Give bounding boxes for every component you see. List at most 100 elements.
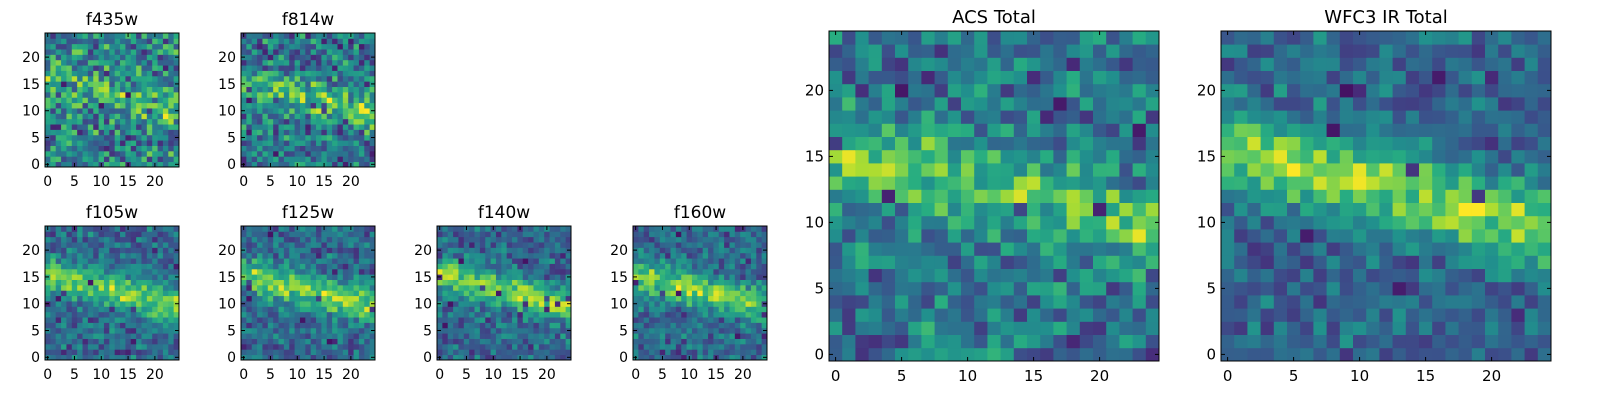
- heatmap-cell: [1066, 215, 1081, 230]
- heatmap-cell: [77, 242, 83, 248]
- heatmap-cell: [458, 301, 465, 307]
- heatmap-cell: [734, 268, 741, 275]
- heatmap-cell: [299, 247, 306, 254]
- heatmap-cell: [241, 140, 247, 146]
- heatmap-cell: [718, 252, 725, 259]
- heatmap-cell: [130, 161, 137, 168]
- heatmap-cell: [348, 349, 354, 356]
- heatmap-cell: [544, 301, 550, 307]
- heatmap-cell: [974, 295, 988, 309]
- heatmap-cell: [141, 306, 148, 313]
- heatmap-cell: [146, 54, 153, 61]
- heatmap-cell: [1234, 308, 1248, 322]
- heatmap-cell: [921, 295, 935, 309]
- heatmap-cell: [332, 97, 338, 104]
- heatmap-cell: [1132, 202, 1147, 217]
- heatmap-cell: [1313, 321, 1327, 335]
- heatmap-cell: [485, 252, 491, 259]
- heatmap-cell: [633, 290, 639, 297]
- heatmap-cell: [82, 327, 89, 334]
- heatmap-cell: [947, 334, 962, 349]
- heatmap-cell: [157, 295, 164, 302]
- heatmap-cell: [273, 156, 279, 163]
- heatmap-cell: [262, 118, 269, 125]
- heatmap-cell: [310, 59, 317, 66]
- heatmap-cell: [961, 242, 975, 256]
- heatmap-cell: [348, 70, 354, 77]
- heatmap-cell: [82, 338, 89, 345]
- heatmap-cell: [565, 295, 572, 302]
- heatmap-cell: [961, 70, 975, 85]
- heatmap-cell: [61, 124, 67, 130]
- heatmap-cell: [369, 156, 376, 163]
- heatmap-cell: [713, 333, 720, 339]
- heatmap-cell: [168, 70, 175, 77]
- heatmap-cell: [50, 113, 57, 120]
- axes-frame: [436, 225, 572, 361]
- heatmap-cell: [103, 231, 110, 238]
- heatmap-cell: [1392, 308, 1407, 322]
- y-tick-label: 0: [423, 350, 432, 366]
- heatmap-cell: [533, 226, 540, 232]
- heatmap-cell: [125, 118, 132, 125]
- heatmap-cell: [761, 284, 768, 291]
- heatmap-cell: [71, 242, 78, 248]
- heatmap-cell: [1066, 97, 1081, 111]
- heatmap-cell: [45, 91, 51, 98]
- heatmap-cell: [474, 327, 481, 334]
- heatmap-cell: [168, 33, 175, 39]
- heatmap-cell: [750, 226, 757, 232]
- heatmap-cell: [1145, 295, 1160, 309]
- heatmap-cell: [299, 38, 306, 45]
- heatmap-cell: [761, 306, 768, 313]
- heatmap-cell: [173, 279, 180, 286]
- heatmap-cell: [316, 247, 322, 254]
- heatmap-cell: [1079, 110, 1094, 124]
- heatmap-cell: [326, 54, 333, 61]
- heatmap-cell: [501, 290, 508, 297]
- heatmap-cell: [289, 33, 295, 39]
- heatmap-cell: [257, 258, 263, 264]
- heatmap-cell: [947, 44, 962, 58]
- heatmap-cell: [1471, 268, 1486, 283]
- heatmap-cell: [152, 311, 158, 318]
- heatmap-cell: [724, 226, 730, 232]
- heatmap-cell: [337, 156, 344, 163]
- heatmap-cell: [125, 311, 132, 318]
- heatmap-cell: [681, 311, 687, 318]
- heatmap-cell: [501, 279, 508, 286]
- heatmap-cell: [528, 252, 534, 259]
- heatmap-cell: [1013, 295, 1028, 309]
- heatmap-cell: [146, 161, 153, 168]
- heatmap-cell: [517, 295, 524, 302]
- heatmap-cell: [987, 202, 1001, 217]
- heatmap-cell: [908, 149, 922, 164]
- heatmap-cell: [289, 118, 295, 125]
- heatmap-cell: [670, 258, 677, 264]
- heatmap-cell: [713, 274, 720, 280]
- heatmap-cell: [136, 70, 142, 77]
- heatmap-cell: [649, 258, 655, 264]
- heatmap-cell: [87, 242, 94, 248]
- heatmap-cell: [708, 354, 714, 361]
- heatmap-cell: [1485, 242, 1499, 256]
- heatmap-cell: [750, 327, 757, 334]
- heatmap-cell: [61, 252, 67, 259]
- heatmap-cell: [157, 118, 164, 125]
- heatmap-cell: [353, 49, 360, 55]
- heatmap-cell: [479, 252, 486, 259]
- heatmap-cell: [437, 284, 443, 291]
- heatmap-cell: [316, 65, 322, 71]
- heatmap-cell: [114, 43, 121, 50]
- heatmap-cell: [294, 322, 301, 329]
- heatmap-cell: [549, 290, 556, 297]
- heatmap-cell: [364, 247, 371, 254]
- heatmap-cell: [241, 290, 247, 297]
- heatmap-cell: [633, 343, 639, 350]
- heatmap-cell: [61, 242, 67, 248]
- heatmap-cell: [125, 343, 132, 350]
- heatmap-cell: [50, 263, 57, 270]
- heatmap-cell: [157, 113, 164, 120]
- heatmap-cell: [337, 226, 344, 232]
- heatmap-cell: [93, 161, 99, 168]
